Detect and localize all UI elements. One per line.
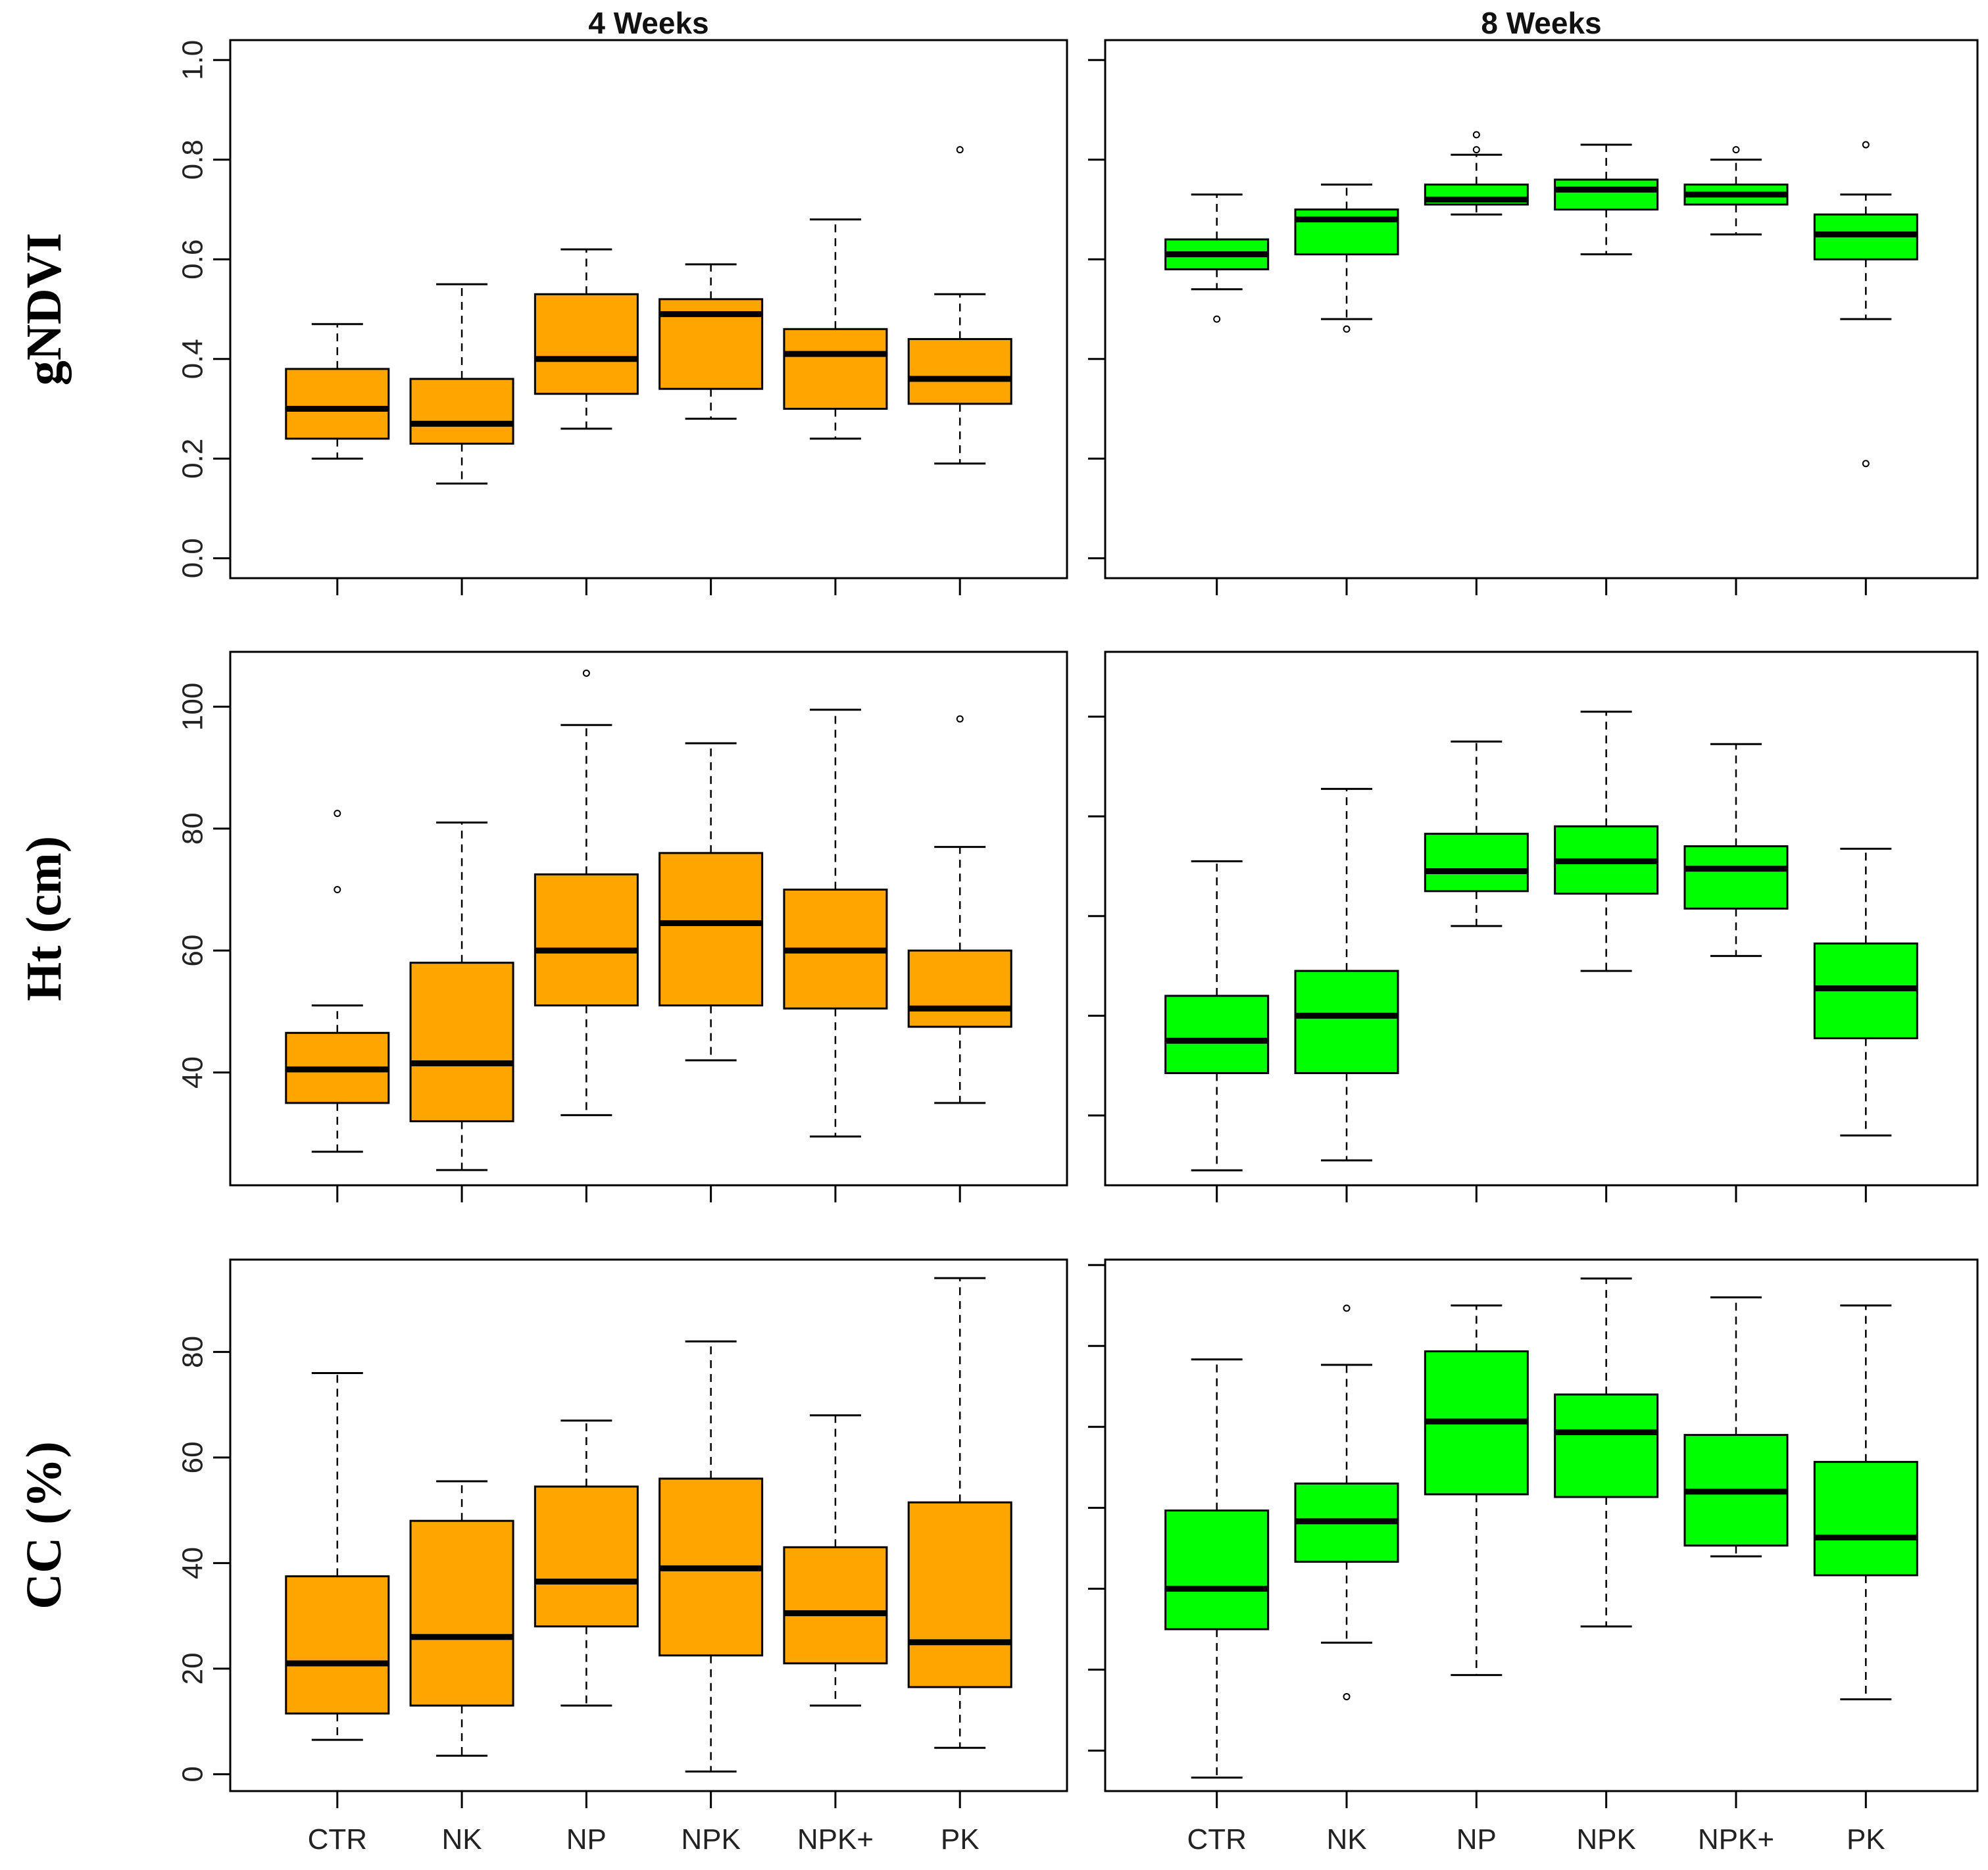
cc-4w-y-tick-label: 40	[176, 1547, 209, 1579]
cc-8w-box-PK	[1813, 1461, 1918, 1577]
cc-8w-x-tick-label: CTR	[1187, 1823, 1246, 1856]
cc-4w-plot-frame	[229, 1258, 1068, 1792]
cc-8w-x-tick-label: NP	[1456, 1823, 1497, 1856]
cc-4w-y-tick-label: 60	[176, 1441, 209, 1473]
gndvi-8w-outlier-point	[1732, 146, 1740, 154]
ht-4w-outlier-point	[956, 715, 964, 723]
cc-8w-x-tick-label: PK	[1847, 1823, 1885, 1856]
cc-4w-x-tick-label: NPK	[681, 1823, 740, 1856]
gndvi-4w-box-NK	[409, 378, 514, 445]
gndvi-4w-box-PK	[907, 337, 1012, 405]
cc-8w-box-NPK	[1554, 1393, 1659, 1498]
gndvi-8w-outlier-point	[1862, 460, 1870, 468]
ht-8w-box-NP	[1424, 833, 1529, 893]
gndvi-8w-box-NK	[1294, 209, 1399, 256]
ht-4w-y-tick-label: 60	[176, 935, 209, 967]
ht-4w-y-tick-label: 80	[176, 812, 209, 845]
gndvi-4w-box-CTR	[285, 368, 390, 440]
gndvi-4w-y-tick-label: 0.0	[176, 538, 209, 578]
gndvi-8w-outlier-point	[1213, 315, 1221, 323]
cc-4w-x-tick-label: PK	[941, 1823, 980, 1856]
gndvi-8w-outlier-point	[1343, 325, 1351, 333]
cc-4w-y-tick-label: 80	[176, 1336, 209, 1368]
gndvi-4w-title: 4 Weeks	[588, 6, 708, 40]
cc-8w-box-CTR	[1164, 1509, 1270, 1631]
gndvi-4w-box-NP	[534, 293, 639, 395]
gndvi-8w-box-NPK	[1554, 178, 1659, 211]
ht-4w-plot-frame	[229, 651, 1068, 1187]
ht-4w-outlier-point	[582, 669, 590, 677]
ht-4w-outlier-point	[334, 885, 341, 893]
gndvi-4w-y-tick-label: 0.6	[176, 239, 209, 280]
cc-4w-x-tick-label: NP	[566, 1823, 607, 1856]
ht-4w-box-NK	[409, 962, 514, 1123]
cc-4w-box-NP	[534, 1485, 639, 1628]
cc-4w-box-NPK+	[783, 1546, 888, 1665]
gndvi-8w-plot-frame	[1104, 39, 1979, 579]
ht-4w-box-PK	[907, 949, 1012, 1028]
cc-4w-y-axis-label: CC (%)	[16, 1441, 72, 1609]
cc-4w-x-tick-label: NPK+	[797, 1823, 874, 1856]
gndvi-4w-y-tick-label: 0.8	[176, 139, 209, 180]
gndvi-4w-y-tick-label: 1.0	[176, 40, 209, 80]
cc-8w-x-tick-label: NPK+	[1698, 1823, 1774, 1856]
gndvi-4w-plot-frame	[229, 39, 1068, 579]
cc-4w-x-tick-label: NK	[442, 1823, 482, 1856]
gndvi-8w-outlier-point	[1862, 141, 1870, 149]
ht-4w-box-NPK	[659, 852, 764, 1007]
cc-4w-y-tick-label: 0	[176, 1766, 209, 1782]
ht-4w-y-axis-label: Ht (cm)	[16, 836, 72, 1001]
gndvi-4w-outlier-point	[956, 146, 964, 154]
cc-8w-plot-frame	[1104, 1258, 1979, 1792]
cc-4w-y-tick-label: 20	[176, 1652, 209, 1685]
gndvi-4w-y-tick-label: 0.2	[176, 439, 209, 479]
ht-8w-plot-frame	[1104, 651, 1979, 1187]
ht-4w-box-NP	[534, 873, 639, 1007]
ht-4w-y-tick-label: 40	[176, 1056, 209, 1089]
gndvi-4w-y-axis-label: gNDVI	[16, 233, 72, 385]
cc-4w-box-PK	[907, 1501, 1012, 1688]
cc-8w-x-tick-label: NK	[1326, 1823, 1366, 1856]
gndvi-8w-outlier-point	[1472, 146, 1480, 154]
gndvi-4w-box-NPK+	[783, 328, 888, 410]
cc-8w-outlier-point	[1343, 1692, 1351, 1700]
cc-8w-outlier-point	[1343, 1304, 1351, 1312]
ht-8w-box-NPK+	[1683, 845, 1789, 910]
ht-4w-y-tick-label: 100	[176, 683, 209, 731]
gndvi-8w-title: 8 Weeks	[1481, 6, 1601, 40]
ht-4w-outlier-point	[334, 810, 341, 818]
cc-4w-box-NK	[409, 1519, 514, 1707]
cc-4w-x-tick-label: CTR	[308, 1823, 367, 1856]
cc-4w-box-CTR	[285, 1575, 390, 1715]
gndvi-8w-outlier-point	[1472, 131, 1480, 139]
ht-8w-box-CTR	[1164, 995, 1270, 1074]
gndvi-4w-y-tick-label: 0.4	[176, 339, 209, 379]
ht-8w-box-NK	[1294, 970, 1399, 1074]
cc-8w-x-tick-label: NPK	[1576, 1823, 1635, 1856]
